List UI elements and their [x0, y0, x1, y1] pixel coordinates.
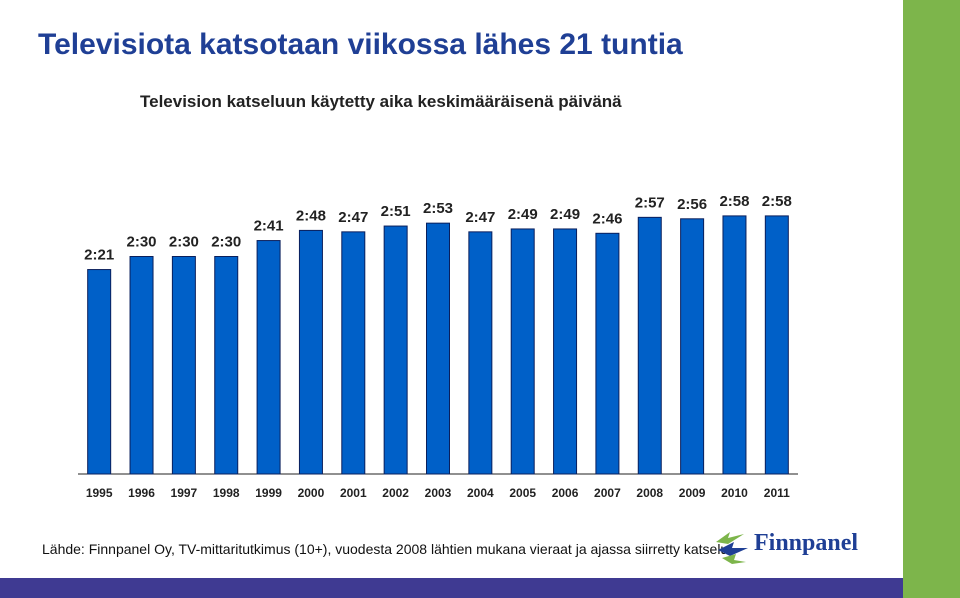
value-label-2006: 2:49	[550, 206, 580, 223]
bar-2008	[637, 216, 662, 475]
bottom-color-strip	[0, 578, 960, 598]
bar-1998	[214, 256, 239, 475]
value-label-1999: 2:41	[254, 218, 284, 235]
slide-title: Televisiota katsotaan viikossa lähes 21 …	[38, 28, 683, 61]
bar-2001	[341, 231, 366, 475]
bar-1996	[129, 256, 154, 475]
bar-1999	[256, 240, 281, 475]
x-tick-label-2004: 2004	[467, 486, 494, 500]
value-label-2001: 2:47	[338, 209, 368, 226]
bar-2006	[553, 228, 578, 475]
x-tick-label-2005: 2005	[509, 486, 536, 500]
value-label-2002: 2:51	[381, 203, 411, 220]
value-label-2011: 2:58	[762, 193, 792, 210]
bar-2000	[298, 229, 323, 475]
chart-subtitle: Television katseluun käytetty aika keski…	[140, 92, 622, 111]
finnpanel-logo-text: Finnpanel	[754, 530, 859, 556]
value-label-1995: 2:21	[84, 247, 114, 264]
bar-2002	[383, 225, 408, 475]
bar-2011	[764, 215, 789, 475]
green-side-stripe	[903, 0, 960, 598]
source-note: Lähde: Finnpanel Oy, TV-mittaritutkimus …	[42, 541, 729, 557]
x-tick-label-2000: 2000	[298, 486, 325, 500]
value-label-2004: 2:47	[465, 209, 495, 226]
value-label-2010: 2:58	[719, 193, 749, 210]
bar-2009	[680, 218, 705, 475]
x-tick-label-1999: 1999	[255, 486, 282, 500]
x-tick-label-2002: 2002	[382, 486, 409, 500]
value-label-2007: 2:46	[592, 210, 622, 227]
value-label-1996: 2:30	[127, 234, 157, 251]
x-tick-label-2007: 2007	[594, 486, 621, 500]
x-tick-label-2009: 2009	[679, 486, 706, 500]
x-tick-label-1997: 1997	[171, 486, 198, 500]
finnpanel-arrows-icon	[716, 532, 748, 564]
bar-2005	[510, 228, 535, 475]
bar-2003	[426, 222, 450, 475]
x-tick-label-1996: 1996	[128, 486, 155, 500]
value-label-2009: 2:56	[677, 196, 707, 213]
x-tick-label-2001: 2001	[340, 486, 367, 500]
bar-1995	[87, 269, 112, 475]
x-tick-label-2010: 2010	[721, 486, 748, 500]
x-tick-label-2008: 2008	[636, 486, 663, 500]
value-label-1997: 2:30	[169, 234, 199, 251]
x-tick-label-2011: 2011	[764, 486, 790, 500]
x-tick-label-1995: 1995	[86, 486, 113, 500]
value-label-2003: 2:53	[423, 200, 453, 217]
bar-2004	[468, 231, 493, 475]
value-label-2005: 2:49	[508, 206, 538, 223]
x-tick-label-1998: 1998	[213, 486, 240, 500]
bar-2007	[595, 232, 620, 475]
bar-2010	[722, 215, 747, 475]
finnpanel-logo: Finnpanel	[714, 526, 874, 566]
value-label-1998: 2:30	[211, 234, 241, 251]
value-label-2008: 2:57	[635, 194, 665, 211]
x-tick-label-2006: 2006	[552, 486, 579, 500]
value-label-2000: 2:48	[296, 207, 326, 224]
x-tick-label-2003: 2003	[425, 486, 452, 500]
bottom-green-corner	[903, 578, 960, 598]
bar-1997	[171, 256, 196, 475]
